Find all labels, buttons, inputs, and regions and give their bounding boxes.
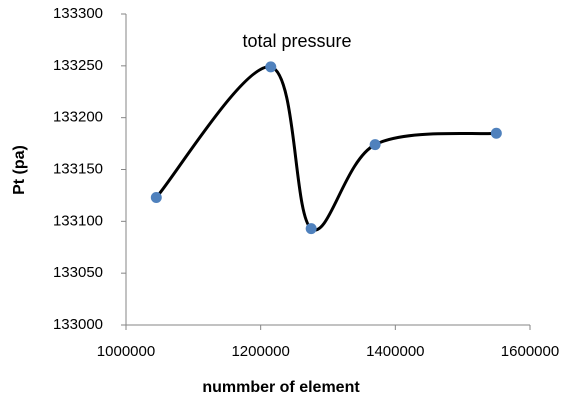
marker [369, 139, 381, 151]
marker [305, 223, 317, 235]
y-tick-label: 133150 [53, 160, 103, 177]
x-tick-label: 1200000 [231, 343, 289, 360]
x-tick-label: 1000000 [97, 343, 155, 360]
y-axis-title: Pt (pa) [11, 145, 28, 195]
y-tick-label: 133250 [53, 57, 103, 74]
y-tick-label: 133200 [53, 109, 103, 126]
chart-title: total pressure [242, 31, 351, 51]
y-tick-label: 133300 [53, 5, 103, 22]
line [155, 65, 497, 232]
x-axis-title: nummber of element [202, 379, 360, 396]
y-tick-label: 133100 [53, 212, 103, 229]
x-tick-label: 1400000 [366, 343, 424, 360]
marker [150, 191, 162, 203]
y-tick-label: 133050 [53, 264, 103, 281]
x-tick-label: 1600000 [501, 343, 559, 360]
marker [490, 127, 502, 139]
y-tick-label: 133000 [53, 316, 103, 333]
marker [265, 61, 277, 73]
